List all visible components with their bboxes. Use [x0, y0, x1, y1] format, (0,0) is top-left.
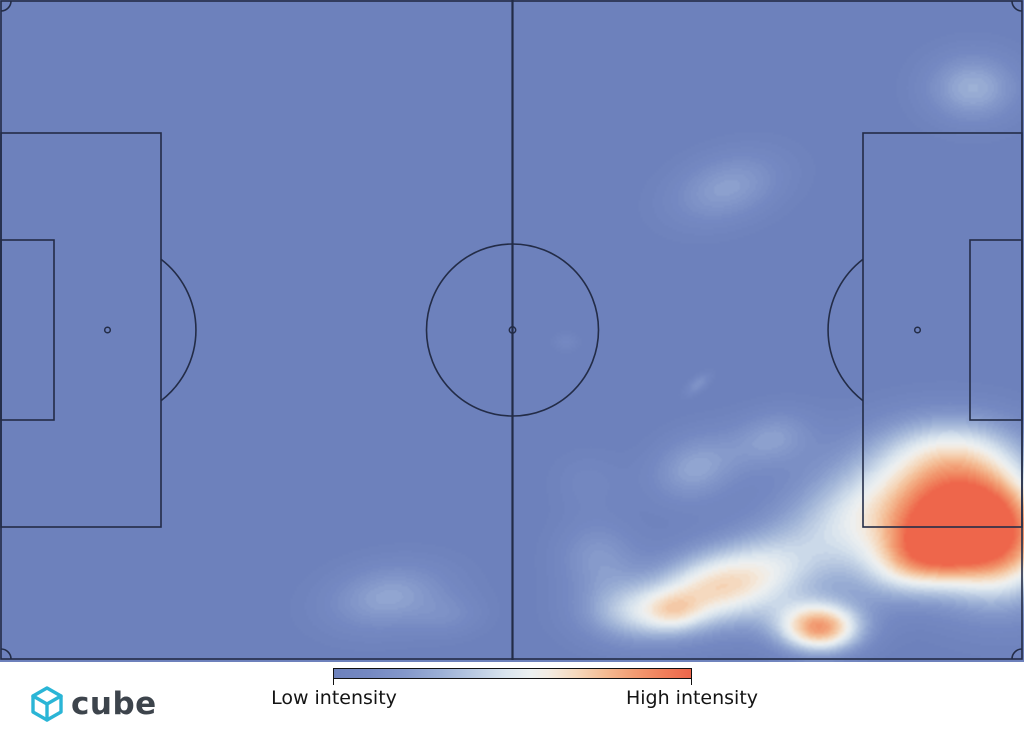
corner-arc-bottom-right: [1011, 648, 1023, 660]
centre-circle: [425, 243, 600, 417]
left-penalty-spot: [103, 326, 112, 334]
colorbar-tick-high: [691, 679, 693, 685]
colorbar-gradient: [333, 668, 692, 679]
corner-arc-top-left: [0, 0, 12, 12]
pitch-lines: [0, 0, 1023, 660]
brand-logo: cube: [30, 686, 157, 722]
colorbar-tick-low: [333, 679, 335, 685]
right-six-yard-box: [969, 239, 1023, 421]
right-penalty-spot: [913, 326, 922, 334]
corner-arc-top-right: [1011, 0, 1023, 12]
left-penalty-arc: [160, 258, 197, 402]
left-penalty-box: [0, 132, 162, 528]
centre-spot: [508, 326, 517, 334]
colorbar-label-low: Low intensity: [271, 687, 397, 709]
cube-logo-icon: [31, 686, 63, 722]
colorbar-label-high: High intensity: [625, 687, 759, 709]
brand-name: cube: [71, 686, 157, 722]
right-penalty-arc: [827, 258, 864, 402]
corner-arc-bottom-left: [0, 648, 12, 660]
left-six-yard-box: [0, 239, 55, 421]
pitch-heatmap: [0, 0, 1024, 662]
right-penalty-box: [862, 132, 1023, 528]
figure-footer: cube Low intensity High intensity: [0, 662, 1024, 738]
